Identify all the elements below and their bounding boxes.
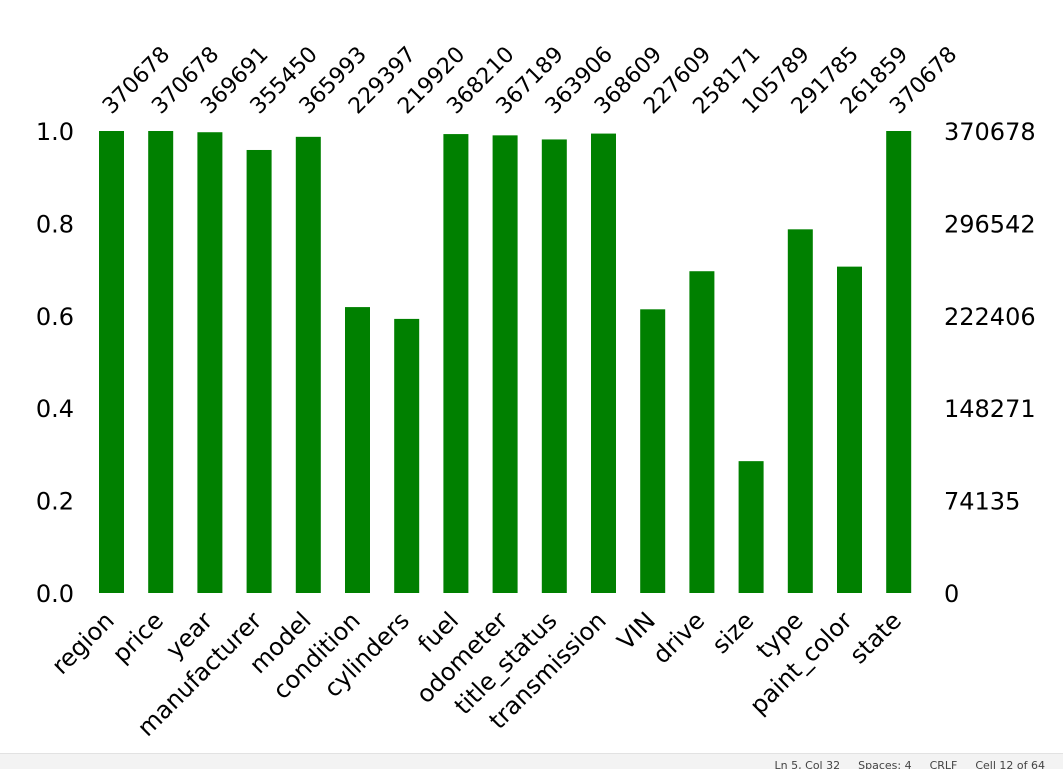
missing-values-bar-chart: 0.0 0.2 0.4 0.6 0.8 1.0 0 74135 148271 222406 2965… xyxy=(36,42,1036,742)
right-tick-label: 370678 xyxy=(944,118,1036,146)
indentation-setting[interactable]: Spaces: 4 xyxy=(858,759,912,769)
bar xyxy=(99,131,124,593)
status-bar: Ln 5, Col 32 Spaces: 4 CRLF Cell 12 of 6… xyxy=(0,753,1063,769)
left-tick-label: 1.0 xyxy=(36,118,74,146)
right-tick-label: 222406 xyxy=(944,303,1036,331)
category-label: price xyxy=(107,606,169,668)
right-tick-label: 296542 xyxy=(944,210,1036,238)
bar xyxy=(689,271,715,593)
left-tick-label: 0.4 xyxy=(36,395,74,423)
bar xyxy=(738,461,764,593)
bar xyxy=(837,266,862,593)
left-tick-label: 0.6 xyxy=(36,303,74,331)
bar xyxy=(345,307,370,593)
bar xyxy=(787,229,813,593)
bar xyxy=(541,139,567,594)
right-tick-label: 74135 xyxy=(944,488,1020,516)
bar xyxy=(492,135,518,593)
cursor-position[interactable]: Ln 5, Col 32 xyxy=(774,759,841,769)
category-label: size xyxy=(707,606,760,659)
category-label: drive xyxy=(647,606,710,669)
bar xyxy=(148,131,174,593)
category-label: state xyxy=(844,606,907,669)
bar xyxy=(640,309,666,593)
bar xyxy=(886,131,912,593)
bar xyxy=(591,133,616,593)
bar xyxy=(246,149,272,593)
left-tick-label: 0.2 xyxy=(36,488,74,516)
right-tick-label: 148271 xyxy=(944,395,1036,423)
bar xyxy=(443,134,469,593)
bar xyxy=(295,136,321,593)
line-ending[interactable]: CRLF xyxy=(929,759,958,769)
left-tick-label: 0.0 xyxy=(36,580,74,608)
bar xyxy=(394,318,420,593)
cell-indicator[interactable]: Cell 12 of 64 xyxy=(975,759,1045,769)
left-tick-label: 0.8 xyxy=(36,210,74,238)
bar xyxy=(197,132,223,593)
category-label: region xyxy=(46,606,119,679)
right-tick-label: 0 xyxy=(944,580,959,608)
